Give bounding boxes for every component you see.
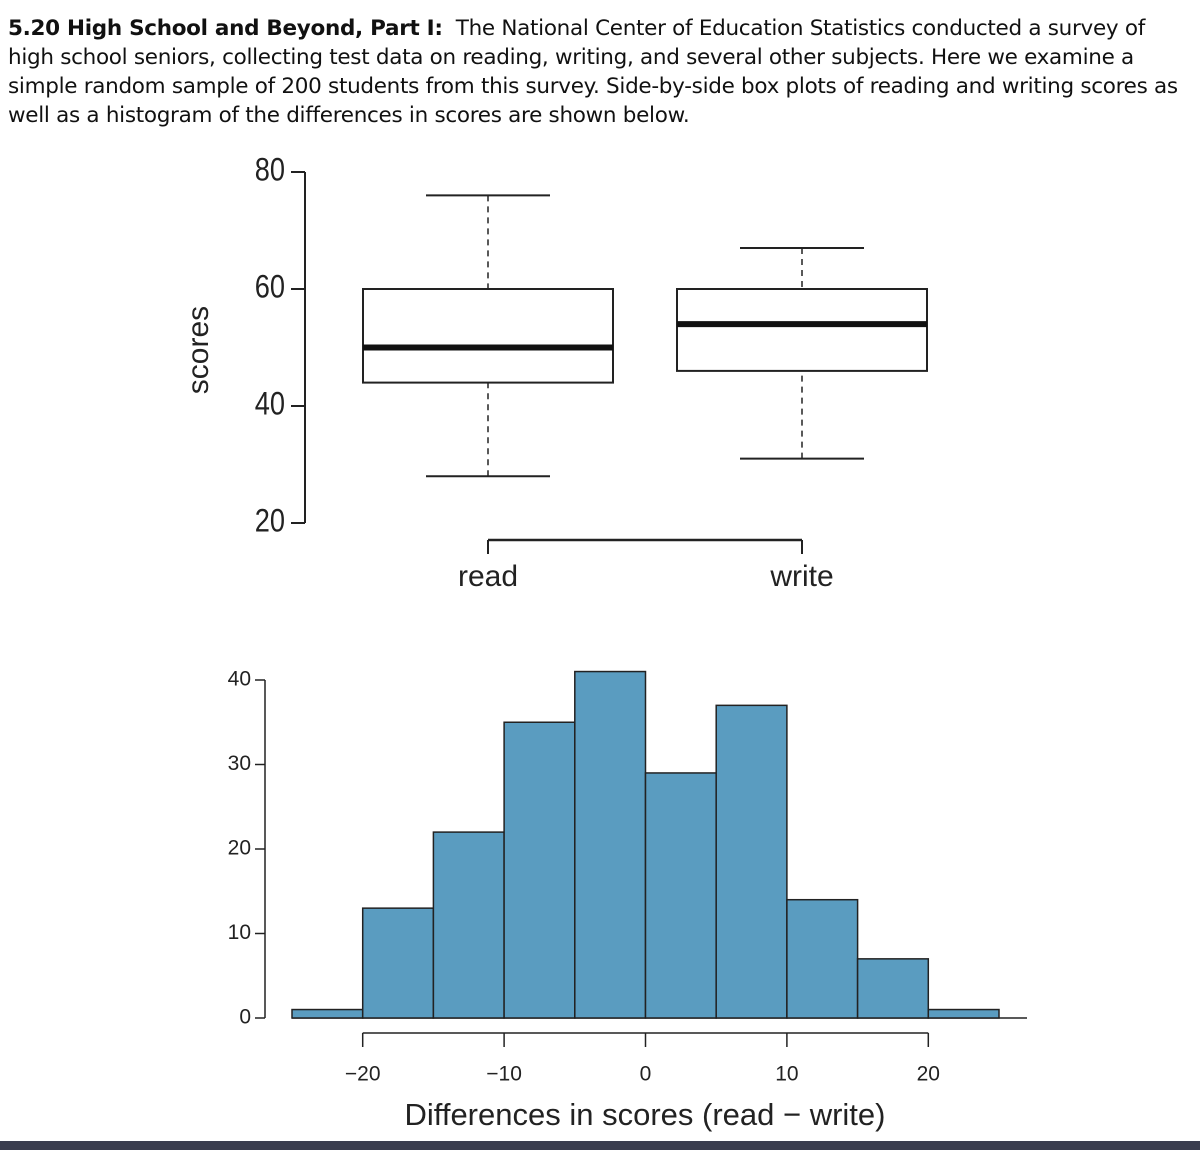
x-tick-label: write xyxy=(769,560,833,593)
y-tick-label: 60 xyxy=(255,269,285,305)
histogram-bar xyxy=(361,907,435,1019)
x-tick-label: 20 xyxy=(917,1063,940,1086)
y-tick-label: 40 xyxy=(255,386,285,422)
y-tick-label: 40 xyxy=(228,668,251,691)
histogram-bar xyxy=(291,1008,364,1019)
box xyxy=(676,288,928,372)
x-axis-label: Differences in scores (read − write) xyxy=(405,1097,886,1132)
histogram-bar xyxy=(927,1008,1000,1019)
x-tick-label: 10 xyxy=(775,1063,798,1086)
bottom-bar xyxy=(0,1141,1200,1150)
problem-lead: 5.20 High School and Beyond, Part I: xyxy=(8,16,443,41)
problem-body: The National Center of Education Statist… xyxy=(8,16,1178,128)
problem-text: 5.20 High School and Beyond, Part I: The… xyxy=(8,14,1183,130)
y-tick-label: 20 xyxy=(255,503,285,539)
x-tick-label: 0 xyxy=(640,1063,652,1086)
histogram-bar xyxy=(503,721,576,1019)
histogram-bar xyxy=(574,670,647,1019)
x-tick-label: read xyxy=(458,560,518,593)
histogram-bar xyxy=(786,898,859,1019)
y-tick-label: 0 xyxy=(239,1006,251,1029)
y-tick-label: 30 xyxy=(228,752,251,775)
y-axis-label: scores xyxy=(182,306,215,394)
histogram-bar xyxy=(715,704,788,1019)
y-tick-label: 10 xyxy=(228,921,251,944)
histogram-bar xyxy=(856,958,930,1019)
x-tick-label: −10 xyxy=(486,1063,522,1086)
histogram-bar xyxy=(432,831,505,1019)
box xyxy=(362,288,614,384)
histogram-bar xyxy=(644,772,717,1019)
y-tick-label: 80 xyxy=(255,152,285,188)
y-tick-label: 20 xyxy=(228,837,251,860)
x-tick-label: −20 xyxy=(345,1063,381,1086)
